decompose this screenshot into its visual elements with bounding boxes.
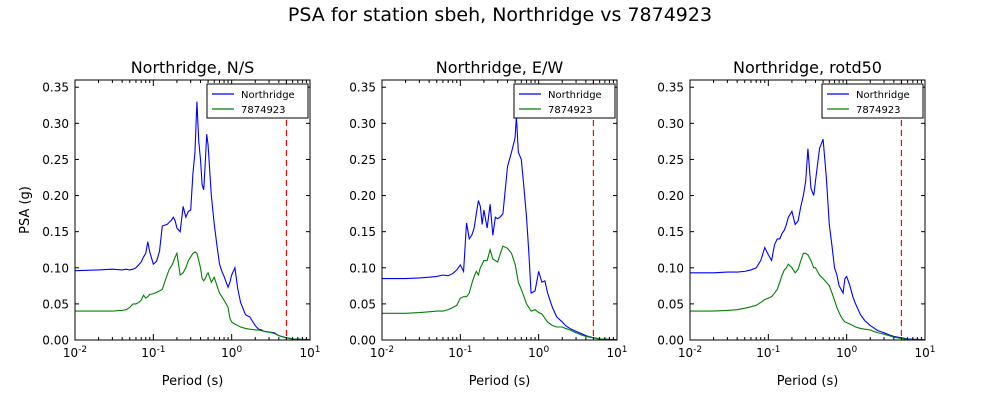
legend-label: 7874923 <box>241 105 286 116</box>
y-tick-label: 0.25 <box>657 153 684 167</box>
chart-panel-2: Northridge, E/W 0.00 0.05 0.10 0.15 0.20 0.25 0… <box>349 58 627 389</box>
legend-box <box>821 83 924 119</box>
y-tick-label: 0.30 <box>42 117 69 131</box>
y-tick-label: 0.15 <box>42 225 69 239</box>
y-tick-label: 0.10 <box>349 261 376 275</box>
x-tick-label: 10-2 <box>370 345 394 360</box>
y-tick-label: 0.25 <box>349 153 376 167</box>
x-tick-label: 100 <box>221 345 242 360</box>
legend-box <box>513 83 616 119</box>
x-tick-label: 101 <box>606 345 627 360</box>
x-tick-label: 100 <box>528 345 549 360</box>
plot-frame <box>74 79 311 341</box>
y-tick-label: 0.35 <box>657 81 684 95</box>
x-tick-label: 10-2 <box>63 345 87 360</box>
y-tick-label: 0.35 <box>42 81 69 95</box>
y-tick-label: 0.00 <box>349 334 376 348</box>
legend-label: 7874923 <box>856 105 901 116</box>
chart-title: Northridge, rotd50 <box>733 58 882 77</box>
y-tick-label: 0.25 <box>42 153 69 167</box>
x-tick-label: 101 <box>914 345 935 360</box>
chart-title: Northridge, N/S <box>131 58 255 77</box>
figure-title: PSA for station sbeh, Northridge vs 7874… <box>287 4 713 26</box>
x-tick-label: 10-2 <box>678 345 702 360</box>
legend-box <box>206 83 309 119</box>
y-tick-label: 0.15 <box>349 225 376 239</box>
y-tick-label: 0.00 <box>42 334 69 348</box>
legend-label: Northridge <box>548 90 602 101</box>
chart-panel-1: Northridge, N/S 0.00 0.05 0.10 0.15 0.20 0.25 0… <box>42 58 320 389</box>
y-tick-label: 0.30 <box>349 117 376 131</box>
x-axis-label: Period (s) <box>469 374 531 389</box>
series-line-northridge <box>75 101 310 340</box>
y-tick-label: 0.10 <box>42 261 69 275</box>
y-tick-label: 0.20 <box>657 189 684 203</box>
series-line-7874923 <box>75 251 310 340</box>
x-tick-label: 10-1 <box>448 345 472 360</box>
series-line-7874923 <box>690 252 925 340</box>
y-tick-label: 0.05 <box>349 297 376 311</box>
legend-label: Northridge <box>241 90 295 101</box>
series-line-northridge <box>382 116 617 340</box>
x-tick-label: 100 <box>836 345 857 360</box>
legend: Northridge 7874923 <box>821 83 924 119</box>
x-tick-label: 101 <box>299 345 320 360</box>
legend: Northridge 7874923 <box>513 83 616 119</box>
legend: Northridge 7874923 <box>206 83 309 119</box>
y-tick-label: 0.20 <box>42 189 69 203</box>
y-tick-label: 0.15 <box>657 225 684 239</box>
series-line-7874923 <box>382 245 617 340</box>
y-tick-label: 0.05 <box>42 297 69 311</box>
legend-label: 7874923 <box>548 105 593 116</box>
y-tick-label: 0.20 <box>349 189 376 203</box>
y-axis-label: PSA (g) <box>18 186 33 234</box>
x-tick-label: 10-1 <box>141 345 165 360</box>
y-tick-label: 0.30 <box>657 117 684 131</box>
x-axis-label: Period (s) <box>162 374 224 389</box>
chart-panel-3: Northridge, rotd50 0.00 0.05 0.10 0.15 0.20 0.… <box>657 58 935 389</box>
x-tick-label: 10-1 <box>756 345 780 360</box>
y-tick-label: 0.05 <box>657 297 684 311</box>
chart-title: Northridge, E/W <box>436 58 564 77</box>
plot-frame <box>381 79 618 341</box>
y-tick-label: 0.35 <box>349 81 376 95</box>
y-tick-label: 0.00 <box>657 334 684 348</box>
x-axis-label: Period (s) <box>777 374 839 389</box>
series-line-northridge <box>690 139 925 340</box>
legend-label: Northridge <box>856 90 910 101</box>
y-tick-label: 0.10 <box>657 261 684 275</box>
plot-frame <box>689 79 926 341</box>
